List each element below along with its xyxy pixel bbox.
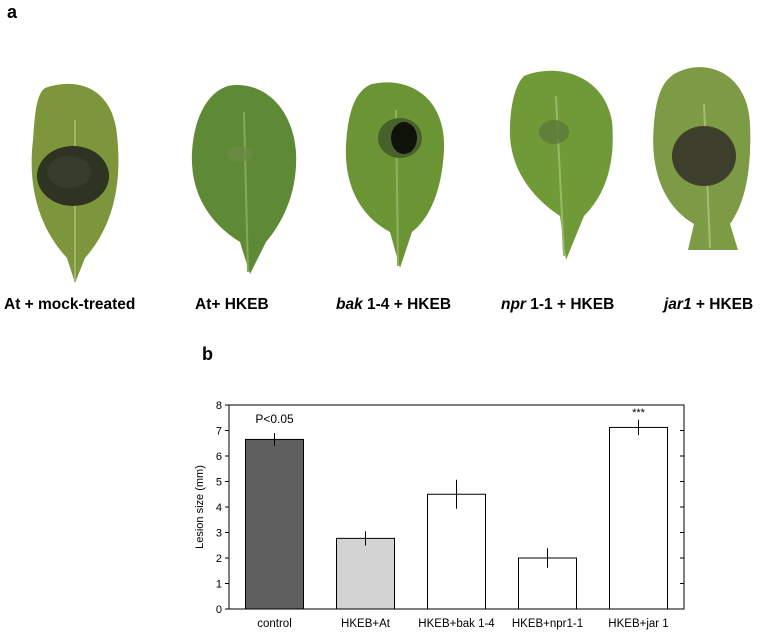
- x-tick-label: HKEB+npr1-1: [512, 618, 583, 630]
- panel-a-letter: a: [7, 2, 18, 22]
- y-tick-label: 8: [216, 400, 222, 412]
- significance-annotation: ***: [632, 407, 646, 419]
- y-tick-label: 0: [216, 604, 222, 616]
- leaf-image-mock: [31, 83, 119, 283]
- x-tick-label: HKEB+At: [341, 618, 391, 630]
- x-tick-label: HKEB+bak 1-4: [418, 618, 495, 630]
- significance-annotation: P<0.05: [255, 412, 294, 426]
- leaf-image-bak: [345, 82, 445, 269]
- bar: [427, 493, 486, 610]
- panel-b-letter: b: [202, 344, 213, 364]
- bar: [245, 438, 304, 610]
- leaf-image-npr: [509, 70, 613, 260]
- leaf-image-jar1: [653, 67, 751, 251]
- y-tick-label: 5: [216, 477, 222, 489]
- y-tick-label: 2: [216, 553, 222, 565]
- y-tick-label: 6: [216, 451, 222, 463]
- leaf-image-at-hkeb: [191, 85, 297, 275]
- y-tick-label: 7: [216, 426, 222, 438]
- leaf-label-mock: At + mock-treated: [4, 296, 136, 313]
- y-tick-label: 1: [216, 579, 222, 591]
- bar: [336, 537, 395, 610]
- y-tick-label: 4: [216, 502, 222, 514]
- leaf-label-jar1: jar1 + HKEB: [664, 296, 754, 313]
- x-tick-label: control: [257, 618, 292, 630]
- y-tick-label: 3: [216, 528, 222, 540]
- leaf-label-at-hkeb: At+ HKEB: [195, 296, 269, 313]
- y-axis-label: Lesion size (mm): [194, 465, 206, 549]
- leaf-label-bak: bak 1-4 + HKEB: [336, 296, 452, 313]
- x-tick-label: HKEB+jar 1: [608, 618, 668, 630]
- bar: [609, 426, 668, 610]
- leaf-label-npr: npr 1-1 + HKEB: [501, 296, 615, 313]
